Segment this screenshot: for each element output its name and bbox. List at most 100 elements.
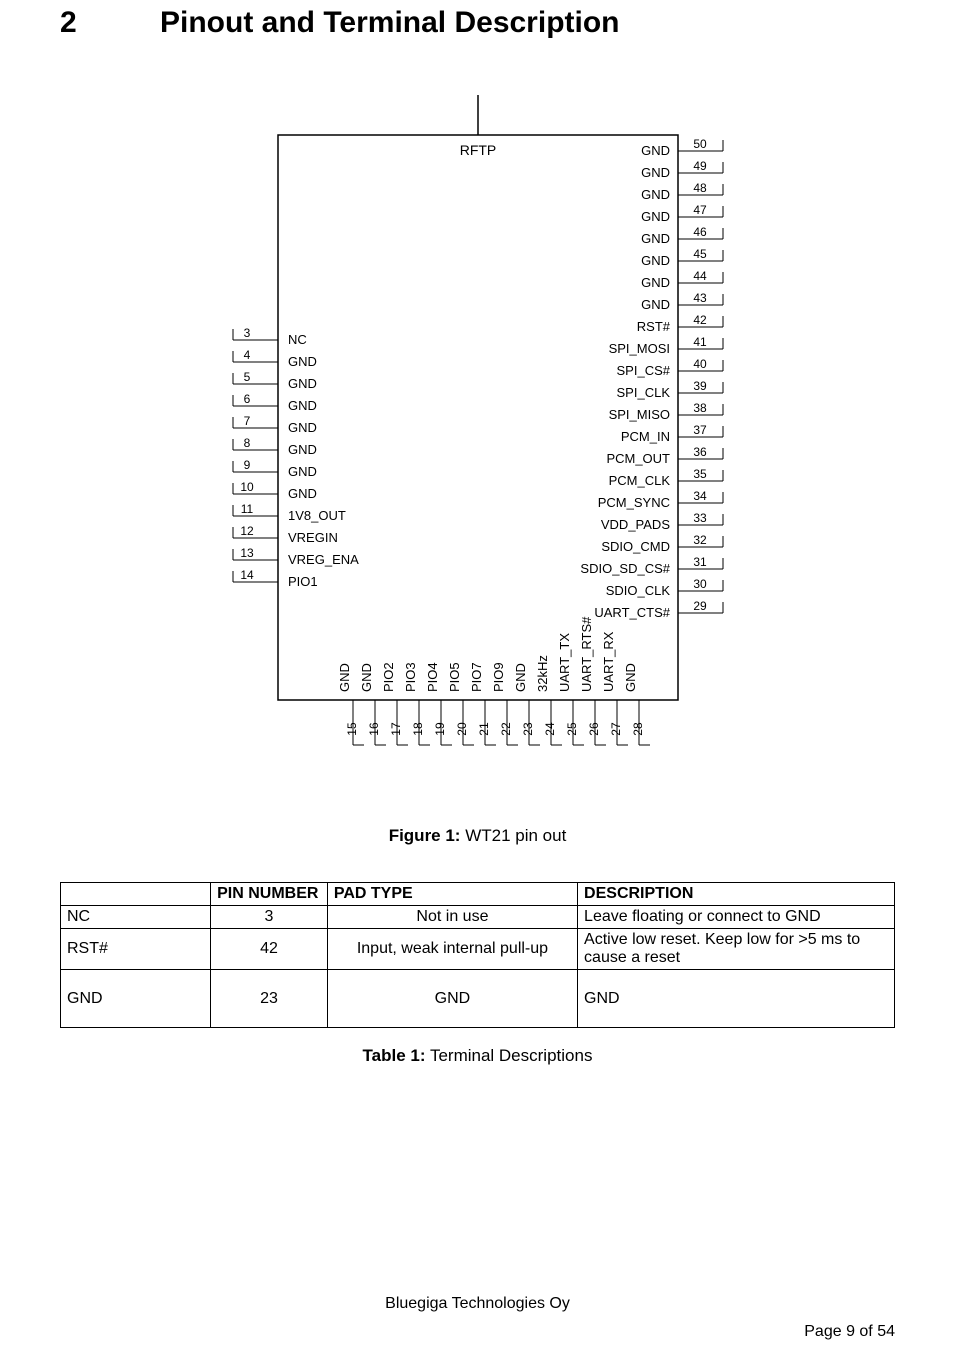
cell-type: Not in use [327, 906, 577, 929]
svg-text:3: 3 [243, 326, 250, 340]
svg-text:1V8_OUT: 1V8_OUT [288, 508, 346, 523]
svg-text:UART_TX: UART_TX [557, 633, 572, 692]
svg-text:GND: GND [513, 663, 528, 692]
th-pad-type: PAD TYPE [327, 883, 577, 906]
svg-text:27: 27 [609, 722, 623, 736]
svg-text:47: 47 [693, 203, 707, 217]
cell-desc: Active low reset. Keep low for >5 ms to … [578, 929, 895, 970]
svg-text:37: 37 [693, 423, 707, 437]
svg-text:RFTP: RFTP [459, 142, 496, 158]
section-title: Pinout and Terminal Description [160, 6, 620, 39]
svg-text:12: 12 [240, 524, 254, 538]
svg-text:32: 32 [693, 533, 707, 547]
table-caption: Table 1: Terminal Descriptions [60, 1046, 895, 1066]
svg-text:RST#: RST# [636, 319, 670, 334]
table-header-row: PIN NUMBER PAD TYPE DESCRIPTION [61, 883, 895, 906]
cell-name: GND [61, 970, 211, 1028]
table-caption-bold: Table 1: [363, 1046, 426, 1065]
svg-text:GND: GND [641, 275, 670, 290]
svg-text:29: 29 [693, 599, 707, 613]
svg-text:30: 30 [693, 577, 707, 591]
svg-text:GND: GND [288, 354, 317, 369]
svg-text:PIO1: PIO1 [288, 574, 318, 589]
svg-text:GND: GND [288, 398, 317, 413]
cell-desc: GND [578, 970, 895, 1028]
cell-name: RST# [61, 929, 211, 970]
svg-text:PCM_OUT: PCM_OUT [606, 451, 670, 466]
footer-company: Bluegiga Technologies Oy [0, 1295, 955, 1313]
svg-text:17: 17 [389, 722, 403, 736]
svg-text:49: 49 [693, 159, 707, 173]
svg-text:SPI_MISO: SPI_MISO [608, 407, 669, 422]
section-number: 2 [60, 6, 160, 40]
svg-text:GND: GND [288, 486, 317, 501]
table-caption-text: Terminal Descriptions [426, 1046, 593, 1065]
svg-text:NC: NC [288, 332, 307, 347]
svg-text:24: 24 [543, 722, 557, 736]
svg-text:4: 4 [243, 348, 250, 362]
svg-text:26: 26 [587, 722, 601, 736]
svg-text:UART_CTS#: UART_CTS# [594, 605, 670, 620]
th-description: DESCRIPTION [578, 883, 895, 906]
svg-text:43: 43 [693, 291, 707, 305]
cell-desc: Leave floating or connect to GND [578, 906, 895, 929]
svg-text:GND: GND [641, 231, 670, 246]
svg-text:38: 38 [693, 401, 707, 415]
svg-text:33: 33 [693, 511, 707, 525]
th-pin-number: PIN NUMBER [211, 883, 328, 906]
pinout-diagram-wrap: RFTP3NC4GND5GND6GND7GND8GND9GND10GND111V… [60, 95, 895, 846]
svg-text:14: 14 [240, 568, 254, 582]
svg-text:16: 16 [367, 722, 381, 736]
svg-text:13: 13 [240, 546, 254, 560]
svg-text:25: 25 [565, 722, 579, 736]
cell-pin: 23 [211, 970, 328, 1028]
table-row: GND 23 GND GND [61, 970, 895, 1028]
svg-text:40: 40 [693, 357, 707, 371]
svg-text:23: 23 [521, 722, 535, 736]
svg-text:28: 28 [631, 722, 645, 736]
cell-type: GND [327, 970, 577, 1028]
svg-text:GND: GND [623, 663, 638, 692]
svg-text:GND: GND [288, 464, 317, 479]
svg-text:50: 50 [693, 137, 707, 151]
svg-text:18: 18 [411, 722, 425, 736]
svg-text:35: 35 [693, 467, 707, 481]
terminal-table-wrap: PIN NUMBER PAD TYPE DESCRIPTION NC 3 Not… [60, 882, 895, 1066]
svg-text:SDIO_CMD: SDIO_CMD [601, 539, 670, 554]
svg-text:SPI_CS#: SPI_CS# [616, 363, 670, 378]
svg-text:PCM_IN: PCM_IN [620, 429, 669, 444]
svg-text:SDIO_SD_CS#: SDIO_SD_CS# [580, 561, 670, 576]
svg-text:34: 34 [693, 489, 707, 503]
svg-text:GND: GND [337, 663, 352, 692]
svg-text:GND: GND [641, 187, 670, 202]
svg-text:PIO5: PIO5 [447, 662, 462, 692]
terminal-table: PIN NUMBER PAD TYPE DESCRIPTION NC 3 Not… [60, 882, 895, 1028]
svg-text:GND: GND [288, 376, 317, 391]
svg-text:39: 39 [693, 379, 707, 393]
svg-text:PCM_SYNC: PCM_SYNC [597, 495, 669, 510]
svg-text:41: 41 [693, 335, 707, 349]
svg-text:GND: GND [288, 420, 317, 435]
figure-caption-bold: Figure 1: [389, 826, 461, 845]
svg-text:VREGIN: VREGIN [288, 530, 338, 545]
svg-text:GND: GND [641, 297, 670, 312]
cell-pin: 3 [211, 906, 328, 929]
cell-pin: 42 [211, 929, 328, 970]
svg-text:7: 7 [243, 414, 250, 428]
svg-text:VREG_ENA: VREG_ENA [288, 552, 359, 567]
svg-text:36: 36 [693, 445, 707, 459]
svg-text:GND: GND [641, 209, 670, 224]
section-heading: 2Pinout and Terminal Description [60, 0, 895, 40]
svg-text:VDD_PADS: VDD_PADS [600, 517, 669, 532]
svg-text:32kHz: 32kHz [535, 655, 550, 692]
svg-text:SDIO_CLK: SDIO_CLK [605, 583, 670, 598]
svg-text:8: 8 [243, 436, 250, 450]
svg-text:11: 11 [240, 502, 253, 516]
svg-text:PIO9: PIO9 [491, 662, 506, 692]
svg-text:UART_RTS#: UART_RTS# [579, 616, 594, 692]
svg-text:22: 22 [499, 722, 513, 736]
svg-text:45: 45 [693, 247, 707, 261]
svg-text:SPI_CLK: SPI_CLK [616, 385, 670, 400]
svg-text:PCM_CLK: PCM_CLK [608, 473, 670, 488]
svg-text:5: 5 [243, 370, 250, 384]
